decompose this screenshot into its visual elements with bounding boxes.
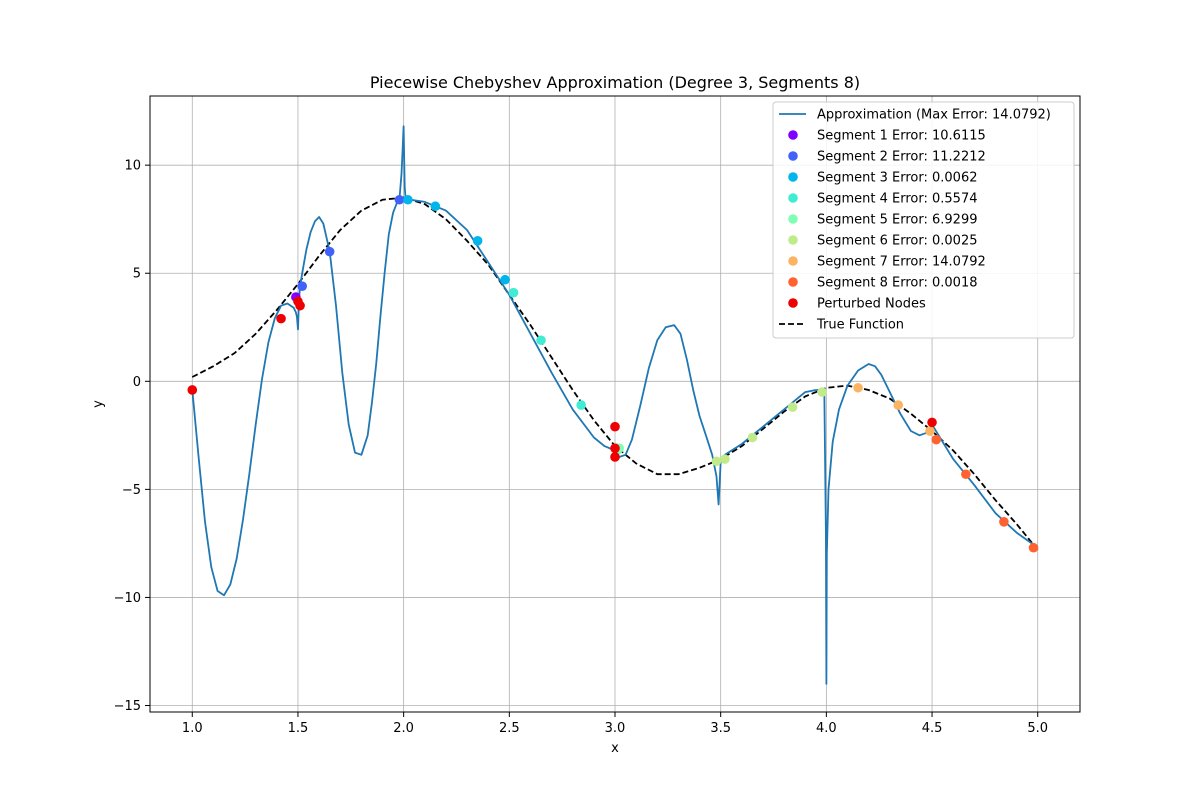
x-tick-label: 3.0 [605,721,626,736]
legend-box [772,101,1075,339]
legend-label: Segment 1 Error: 10.6115 [817,129,986,144]
legend: Approximation (Max Error: 14.0792) Segmen… [772,101,1075,339]
legend-item-perturbed-nodes: Perturbed Nodes [788,297,926,312]
segment-4-point [576,400,586,410]
legend-item-segment-2: Segment 2 Error: 11.2212 [788,150,986,165]
x-tick-label: 2.0 [393,721,414,736]
legend-label: Perturbed Nodes [817,297,926,312]
legend-item-segment-7: Segment 7 Error: 14.0792 [788,255,986,270]
legend-label: Segment 4 Error: 0.5574 [817,192,978,207]
segment-8-point [961,469,971,480]
approximation-line [191,125,1039,685]
legend-dot-swatch [788,256,798,266]
legend-dot-swatch [788,151,798,161]
y-tick-label: 10 [124,159,141,174]
x-tick-label: 4.5 [922,721,943,736]
perturbed-node-point [927,417,937,428]
x-tick-label: 1.5 [288,721,309,736]
legend-dot-swatch [788,172,798,182]
legend-dot-swatch [788,298,798,308]
legend-dot-swatch [788,130,798,140]
segment-8-point [1028,542,1039,553]
legend-item-segment-4: Segment 4 Error: 0.5574 [788,192,978,207]
perturbed-node-point [610,452,620,462]
segment-7-point [893,400,904,410]
y-tick-label: 0 [133,375,141,390]
segment-3-point [500,274,510,285]
x-tick-label: 3.5 [710,721,731,736]
perturbed-node-point [187,385,198,395]
segment-8-point [999,516,1009,527]
segment-3-point [472,236,483,246]
legend-item-segment-6: Segment 6 Error: 0.0025 [788,234,978,249]
legend-label: Segment 3 Error: 0.0062 [817,171,978,186]
legend-dot-swatch [788,277,798,287]
y-tick-label: −5 [122,483,141,498]
legend-label: Segment 6 Error: 0.0025 [817,234,978,249]
legend-label: True Function [816,318,904,333]
legend-label: Approximation (Max Error: 14.0792) [817,108,1051,123]
segment-4-point [536,335,546,346]
x-tick-label: 4.0 [816,721,837,736]
segment-6-point [711,456,722,467]
x-tick-label: 1.0 [182,721,203,736]
x-tick-label: 2.5 [499,721,520,736]
segment-3-point [403,194,413,205]
legend-label: Segment 7 Error: 14.0792 [817,255,986,270]
legend-label: Segment 5 Error: 6.9299 [817,213,978,228]
approximation-series [191,125,1039,685]
legend-item-true-function: True Function [779,318,904,333]
segment-6-point [817,387,827,397]
segment-6-point [747,432,758,443]
x-axis: 1.0 1.5 2.0 2.5 3.0 3.5 4.0 4.5 5.0 [182,712,1048,736]
perturbed-node-point [276,313,286,324]
chart-title: Piecewise Chebyshev Approximation (Degre… [370,73,860,92]
scatter-markers [187,194,1039,553]
legend-label: Segment 8 Error: 0.0018 [817,276,978,291]
segment-2-point [324,246,335,257]
x-tick-label: 5.0 [1027,721,1048,736]
segment-3-point [430,201,441,212]
legend-dot-swatch [788,214,798,224]
segment-8-point [931,434,942,445]
segment-7-point [853,382,863,393]
segment-2-point [394,194,405,205]
y-tick-label: 5 [133,267,141,282]
segment-2-point [297,281,307,292]
perturbed-node-point [295,300,305,311]
x-axis-label: x [611,741,619,756]
legend-item-approximation: Approximation (Max Error: 14.0792) [779,108,1051,123]
y-axis: −15 −10 −5 0 5 10 [114,159,150,714]
y-axis-label: y [91,400,106,408]
y-tick-label: −10 [114,591,141,606]
segment-6-point [787,402,798,413]
perturbed-node-point [610,421,620,432]
legend-item-segment-3: Segment 3 Error: 0.0062 [788,171,978,186]
legend-dot-swatch [788,193,798,203]
perturbed-node-point [610,443,620,454]
y-tick-label: −15 [114,699,141,714]
legend-label: Segment 2 Error: 11.2212 [817,150,986,165]
segment-4-point [508,287,519,298]
legend-dot-swatch [788,235,798,245]
legend-item-segment-1: Segment 1 Error: 10.6115 [788,129,986,144]
legend-item-segment-8: Segment 8 Error: 0.0018 [788,276,978,291]
legend-item-segment-5: Segment 5 Error: 6.9299 [788,213,978,228]
segment-6-point [720,454,730,464]
segment-7-point [925,426,935,436]
